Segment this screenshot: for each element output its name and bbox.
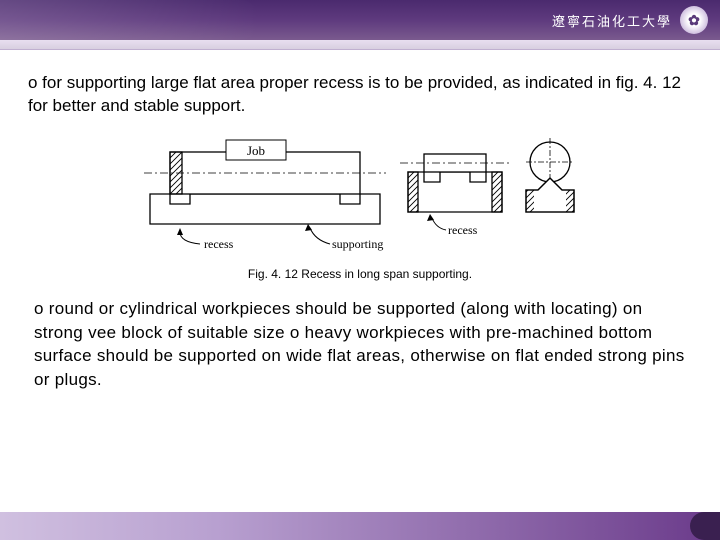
content-area: o for supporting large flat area proper … (0, 50, 720, 512)
sub-band (0, 40, 720, 50)
label-recess-right: recess (448, 223, 478, 237)
university-logo-icon: ✿ (680, 6, 708, 34)
footer-band (0, 512, 720, 540)
label-supporting: supporting (332, 237, 383, 251)
slide: 遼寧石油化工大學 ✿ o for supporting large flat a… (0, 0, 720, 540)
paragraph-1: o for supporting large flat area proper … (28, 72, 692, 118)
figure-4-12: Job recess supporting (28, 132, 692, 257)
university-name: 遼寧石油化工大學 (552, 11, 672, 30)
label-recess-left: recess (204, 237, 234, 251)
paragraph-2: o round or cylindrical workpieces should… (28, 297, 692, 392)
recess-diagram-svg: Job recess supporting (130, 132, 590, 252)
figure-caption: Fig. 4. 12 Recess in long span supportin… (28, 267, 692, 281)
label-job: Job (247, 143, 265, 158)
header-band: 遼寧石油化工大學 ✿ (0, 0, 720, 40)
